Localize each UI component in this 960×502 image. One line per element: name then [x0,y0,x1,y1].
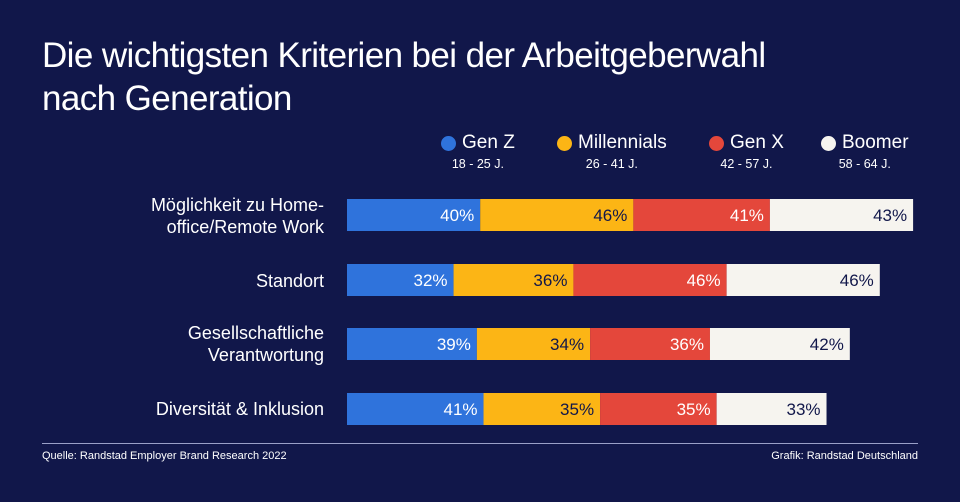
footer-divider [42,443,918,444]
data-label-gen-z: 39% [437,335,471,354]
chart-title: Die wichtigsten Kriterien bei der Arbeit… [42,34,902,120]
category-label-verantwortung: Gesellschaftliche Verantwortung [24,322,324,366]
chart-title-line-2: nach Generation [42,79,292,118]
category-label-line: Gesellschaftliche [187,323,324,343]
bar-segment-gen-z [347,264,454,296]
bar-segment-boomer [709,328,850,360]
bar-segment-gen-z [347,393,484,425]
legend-label-gen-x: Gen X [730,132,784,153]
legend-age-millennials: 26 - 41 J. [585,157,638,171]
legend-item-gen-x: Gen X 42 - 57 J. [709,131,784,172]
bar-segment-boomer [726,264,880,296]
data-label-gen-z: 40% [440,206,474,225]
legend-label-millennials: Millennials [578,132,667,153]
bar-segment-gen-x [590,328,710,360]
category-label-home-office: Möglichkeit zu Home- office/Remote Work [24,194,324,238]
legend-item-boomer: Boomer 58 - 64 J. [821,131,909,172]
bar-segment-millennials [480,199,634,231]
category-label-diversitaet: Diversität & Inklusion [24,398,324,420]
data-label-gen-z: 41% [443,400,477,419]
bar-segment-gen-z [347,328,477,360]
data-label-boomer: 42% [810,335,844,354]
category-label-line: Standort [255,271,324,291]
bar-segment-gen-z [347,199,481,231]
bar-segment-millennials [483,393,601,425]
data-label-gen-x: 36% [670,335,704,354]
source-note: Quelle: Randstad Employer Brand Research… [42,450,287,462]
legend-dot-gen-x [709,135,724,151]
category-label-line: Verantwortung [207,345,324,365]
legend-item-gen-z: Gen Z 18 - 25 J. [441,131,515,172]
legend-item-millennials: Millennials 26 - 41 J. [557,131,667,172]
legend-label-gen-z: Gen Z [462,132,515,153]
data-label-gen-x: 46% [687,271,721,290]
category-label-line: Diversität & Inklusion [155,399,324,419]
data-label-boomer: 43% [873,206,907,225]
data-label-millennials: 46% [593,206,627,225]
legend-dot-millennials [557,135,572,151]
bar-segment-boomer [769,199,914,231]
data-label-millennials: 35% [560,400,594,419]
bar-segment-gen-x [633,199,770,231]
data-label-millennials: 34% [550,335,584,354]
data-label-gen-x: 35% [677,400,711,419]
legend-age-gen-x: 42 - 57 J. [720,157,773,171]
bar-segment-boomer [716,393,827,425]
category-label-standort: Standort [24,270,324,292]
bar-segment-millennials [453,264,574,296]
bar-segment-gen-x [600,393,717,425]
category-label-line: office/Remote Work [166,217,324,237]
bar-segment-gen-x [573,264,727,296]
data-label-gen-z: 32% [414,271,448,290]
legend-dot-boomer [821,135,836,151]
category-label-line: Möglichkeit zu Home- [150,195,324,215]
legend-dot-gen-z [441,135,456,151]
legend-label-boomer: Boomer [842,132,909,153]
chart-title-line-1: Die wichtigsten Kriterien bei der Arbeit… [42,36,766,75]
data-label-boomer: 46% [840,271,874,290]
data-label-millennials: 36% [533,271,567,290]
legend-age-boomer: 58 - 64 J. [838,157,891,171]
data-label-boomer: 33% [786,400,820,419]
bar-segment-millennials [476,328,591,360]
credit-note: Grafik: Randstad Deutschland [771,450,918,462]
legend-age-gen-z: 18 - 25 J. [451,157,504,171]
data-label-gen-x: 41% [730,206,764,225]
